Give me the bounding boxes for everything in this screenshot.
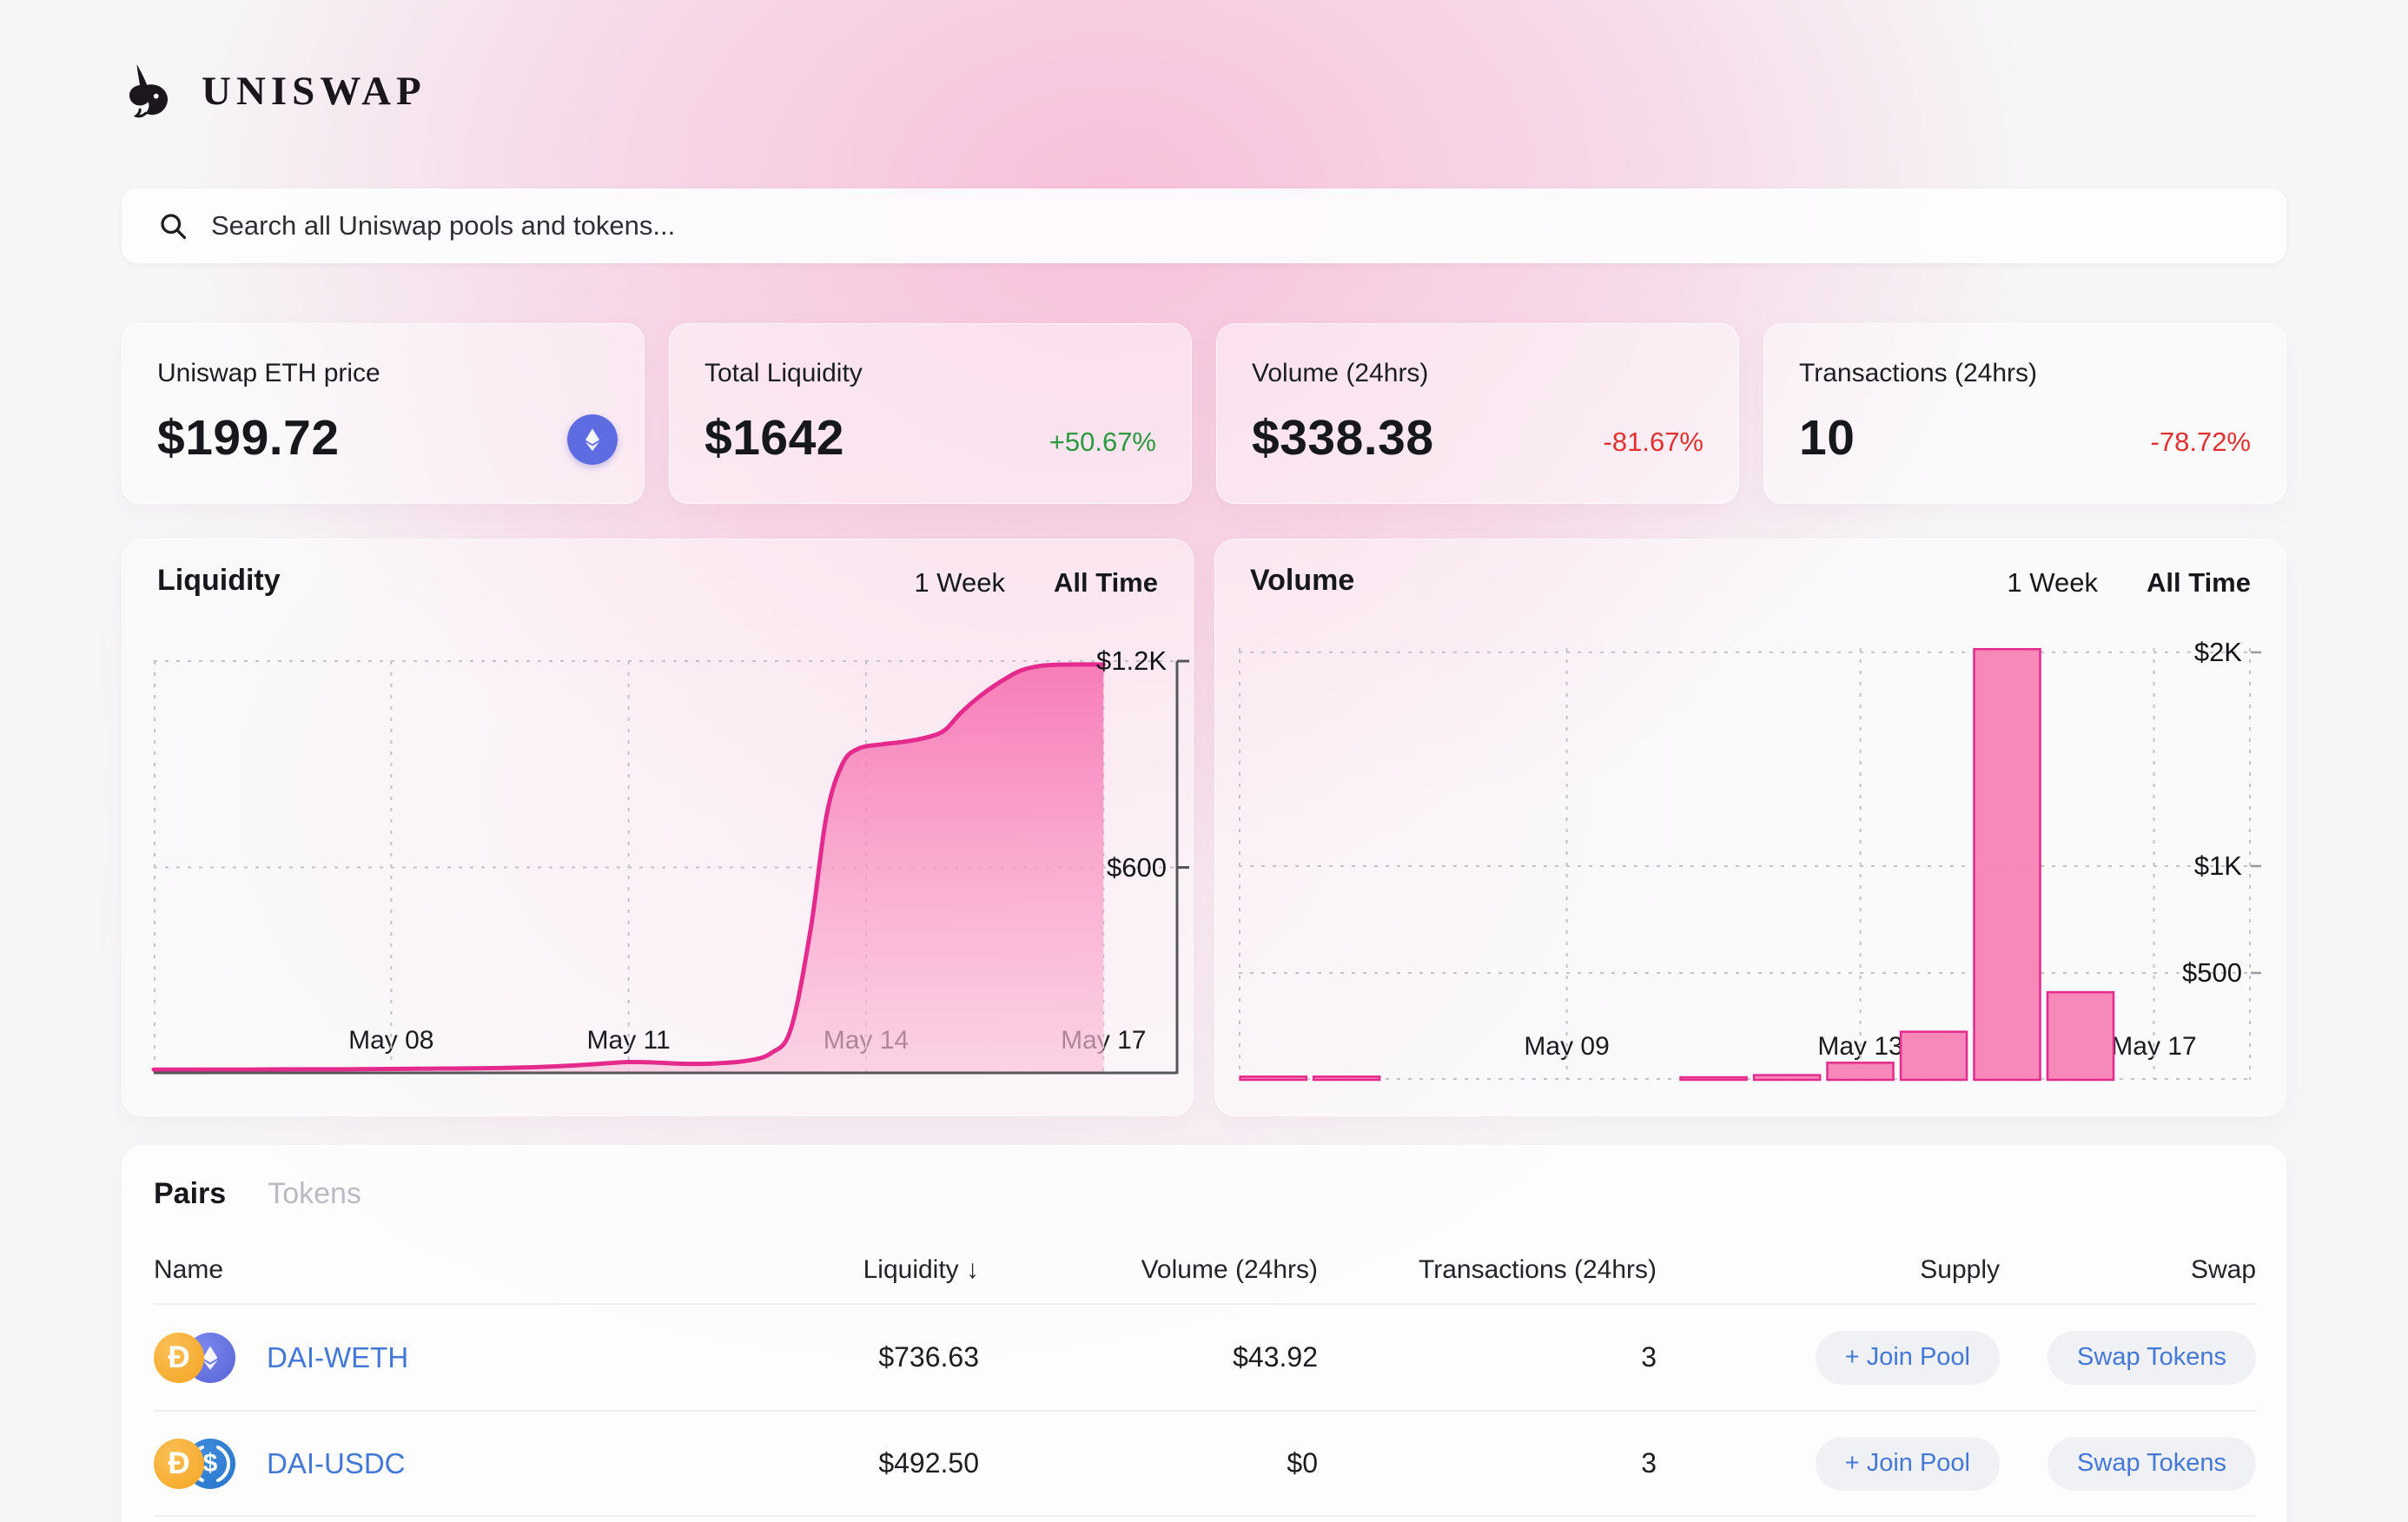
volume-bar-May-05: [1239, 1075, 1307, 1082]
stat-card-volume-24h: Volume (24hrs) $338.38 -81.67%: [1216, 323, 1739, 504]
y-axis-label-$1.2K: $1.2K: [1095, 645, 1167, 676]
transactions-value: 3: [1641, 1447, 1657, 1479]
y-axis-label-$2K: $2K: [2193, 636, 2242, 667]
stat-label: Total Liquidity: [705, 359, 863, 387]
stat-value: $199.72: [157, 410, 340, 466]
tab-tokens[interactable]: Tokens: [268, 1177, 361, 1210]
dai-token-icon: Đ: [154, 1438, 204, 1489]
stat-label: Volume (24hrs): [1252, 359, 1429, 387]
liquidity-range-selector: 1 Week All Time: [914, 567, 1158, 599]
volume-chart-panel: Volume 1 Week All Time May 09 May 13 May 1…: [1214, 539, 2286, 1116]
stat-change-negative: -81.67%: [1603, 427, 1703, 457]
stat-change-negative: -78.72%: [2150, 427, 2251, 457]
range-option-alltime[interactable]: All Time: [1053, 567, 1158, 598]
liquidity-value: $492.50: [878, 1447, 979, 1479]
swap-cell: Swap Tokens: [2000, 1436, 2256, 1491]
swap-tokens-button[interactable]: Swap Tokens: [2047, 1436, 2256, 1491]
supply-cell: + Join Pool: [1657, 1330, 2000, 1385]
y-axis-label-$1K: $1K: [2193, 850, 2242, 881]
volume-bar-chart[interactable]: May 09 May 13 May 17 $2K $1K $500: [1239, 637, 2261, 1082]
stat-card-eth-price: Uniswap ETH price $199.72: [122, 323, 645, 504]
stat-card-total-liquidity: Total Liquidity $1642 +50.67%: [669, 323, 1192, 504]
unicorn-logo-icon: [129, 64, 168, 118]
liquidity-area-fill: [154, 664, 1104, 1074]
volume-bar-May-12: [1752, 1074, 1822, 1082]
table-header-row: Name Liquidity ↓ Volume (24hrs) Transact…: [154, 1236, 2256, 1303]
column-header-transactions[interactable]: Transactions (24hrs): [1419, 1254, 1657, 1284]
pair-name-cell: Đ $ DAI-USDC: [154, 1438, 823, 1489]
dai-token-icon: Đ: [154, 1332, 204, 1383]
volume-chart-svg: [1239, 647, 2261, 1082]
column-header-swap: Swap: [2190, 1254, 2256, 1284]
volume-bar-May-11: [1679, 1075, 1748, 1082]
volume-value: $0: [1287, 1447, 1318, 1479]
pair-link[interactable]: DAI-USDC: [267, 1446, 406, 1479]
liquidity-line: [151, 662, 1106, 1072]
column-header-liquidity-sorted[interactable]: Liquidity ↓: [863, 1254, 979, 1284]
volume-bar-May-15: [1973, 647, 2041, 1082]
range-option-alltime[interactable]: All Time: [2146, 567, 2251, 598]
swap-tokens-button[interactable]: Swap Tokens: [2047, 1330, 2256, 1385]
pair-token-icons: Đ $: [154, 1438, 235, 1489]
table-row-dai-usdc: Đ $ DAI-USDC $492.50 $0 3 + Join Pool: [154, 1410, 2256, 1517]
brand-name: UNISWAP: [202, 69, 427, 114]
stat-value: $1642: [705, 410, 845, 466]
pair-token-icons: Đ: [154, 1332, 235, 1383]
eth-token-icon: [567, 414, 618, 465]
supply-cell: + Join Pool: [1657, 1436, 2000, 1491]
stat-card-transactions-24h: Transactions (24hrs) 10 -78.72%: [1763, 323, 2286, 504]
y-axis-label-$600: $600: [1107, 851, 1167, 883]
stat-label: Uniswap ETH price: [157, 359, 380, 387]
range-option-1week[interactable]: 1 Week: [2007, 567, 2098, 598]
stat-change-positive: +50.67%: [1049, 427, 1156, 457]
column-header-name[interactable]: Name: [154, 1254, 224, 1284]
pair-name-cell: Đ DAI-WETH: [154, 1332, 823, 1383]
brand-logo[interactable]: UNISWAP: [122, 61, 427, 122]
stat-value: $338.38: [1252, 410, 1434, 466]
stats-row: Uniswap ETH price $199.72 Total Liquidit…: [122, 323, 2286, 504]
volume-bar-May-06: [1312, 1075, 1381, 1082]
search-bar[interactable]: [122, 189, 2286, 263]
search-icon: [161, 214, 187, 240]
volume-chart-title: Volume: [1250, 564, 1355, 597]
x-axis-label-May-11: May 11: [586, 1026, 671, 1055]
join-pool-button[interactable]: + Join Pool: [1815, 1330, 2000, 1385]
volume-bar-May-13: [1826, 1062, 1895, 1082]
range-option-1week[interactable]: 1 Week: [914, 567, 1005, 598]
x-axis-label-May-08: May 08: [348, 1026, 434, 1055]
pair-link[interactable]: DAI-WETH: [267, 1340, 409, 1373]
transactions-value: 3: [1641, 1341, 1657, 1373]
table-row-dai-weth: Đ DAI-WETH $736.63 $43.92 3 + Join Pool: [154, 1303, 2256, 1410]
table-tabs: Pairs Tokens: [154, 1177, 361, 1211]
column-header-volume[interactable]: Volume (24hrs): [1141, 1254, 1318, 1284]
join-pool-button[interactable]: + Join Pool: [1815, 1436, 2000, 1491]
liquidity-value: $736.63: [878, 1341, 979, 1373]
y-axis-label-$500: $500: [2182, 956, 2242, 988]
tab-pairs[interactable]: Pairs: [154, 1177, 227, 1210]
volume-bar-May-14: [1899, 1030, 1968, 1082]
liquidity-chart-svg: [151, 659, 1189, 1075]
pairs-table-panel: Pairs Tokens Name Liquidity ↓ Volume (24…: [122, 1145, 2286, 1522]
stat-value: 10: [1799, 410, 1856, 466]
stat-label: Transactions (24hrs): [1799, 359, 2037, 387]
column-header-supply: Supply: [1920, 1254, 2000, 1284]
volume-range-selector: 1 Week All Time: [2007, 567, 2251, 599]
swap-cell: Swap Tokens: [2000, 1330, 2256, 1385]
liquidity-chart-title: Liquidity: [157, 564, 281, 597]
volume-bar-May-16: [2046, 990, 2115, 1082]
volume-value: $43.92: [1233, 1341, 1318, 1373]
search-input[interactable]: [211, 210, 2251, 242]
